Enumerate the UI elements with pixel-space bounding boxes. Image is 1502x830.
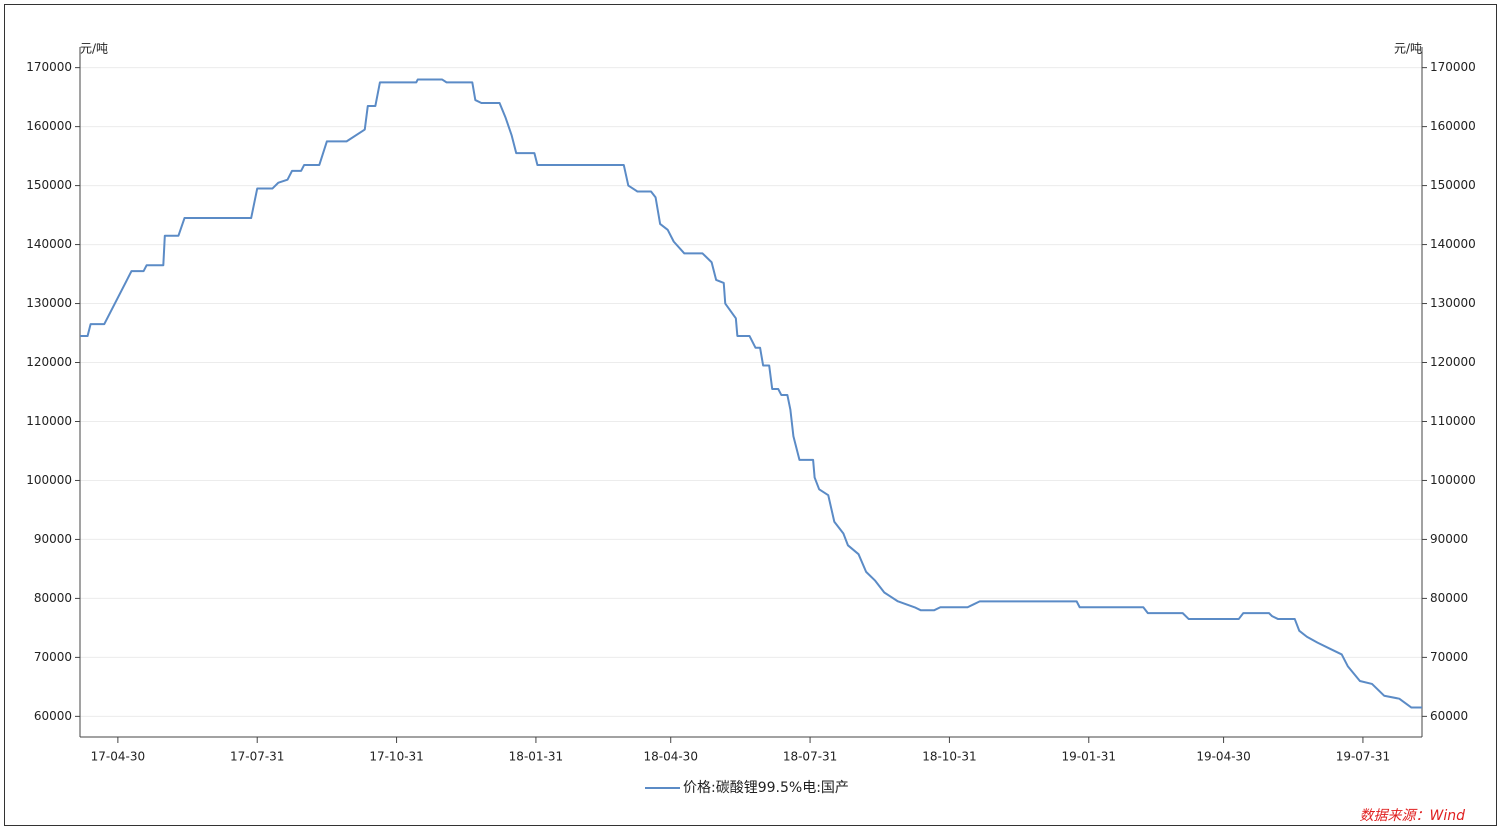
y-tick-label: 140000	[26, 237, 72, 251]
y2-tick-label: 80000	[1430, 591, 1468, 605]
y-tick-label: 60000	[34, 709, 72, 723]
y-tick-label: 150000	[26, 178, 72, 192]
y2-tick-label: 130000	[1430, 296, 1476, 310]
y-tick-label: 70000	[34, 650, 72, 664]
x-tick-label: 18-10-31	[922, 750, 976, 764]
y-tick-label: 110000	[26, 414, 72, 428]
legend-label: 价格:碳酸锂99.5%电:国产	[683, 780, 849, 796]
y-tick-label: 80000	[34, 591, 72, 605]
y-tick-label: 120000	[26, 355, 72, 369]
y2-tick-label: 150000	[1430, 178, 1476, 192]
x-tick-label: 18-01-31	[509, 750, 563, 764]
y-unit-right: 元/吨	[1394, 42, 1422, 56]
y2-tick-label: 170000	[1430, 60, 1476, 74]
series-line	[80, 78, 1422, 709]
x-tick-label: 19-04-30	[1196, 750, 1250, 764]
y2-tick-label: 90000	[1430, 532, 1468, 546]
y2-tick-label: 160000	[1430, 119, 1476, 133]
y2-tick-label: 100000	[1430, 473, 1476, 487]
y2-tick-label: 60000	[1430, 709, 1468, 723]
source-note: 数据来源：Wind	[1360, 808, 1466, 824]
x-tick-label: 17-10-31	[369, 750, 423, 764]
frame	[4, 4, 1497, 826]
y2-tick-label: 110000	[1430, 414, 1476, 428]
x-tick-label: 18-04-30	[643, 750, 697, 764]
y2-tick-label: 140000	[1430, 237, 1476, 251]
x-tick-label: 18-07-31	[783, 750, 837, 764]
x-tick-label: 17-04-30	[91, 750, 145, 764]
y-tick-label: 160000	[26, 119, 72, 133]
x-tick-label: 19-01-31	[1062, 750, 1116, 764]
x-tick-label: 17-07-31	[230, 750, 284, 764]
x-tick-label: 19-07-31	[1336, 750, 1390, 764]
y-tick-label: 90000	[34, 532, 72, 546]
y-tick-label: 130000	[26, 296, 72, 310]
y2-tick-label: 70000	[1430, 650, 1468, 664]
y-unit-left: 元/吨	[80, 42, 108, 56]
y2-tick-label: 120000	[1430, 355, 1476, 369]
y-tick-label: 170000	[26, 60, 72, 74]
y-tick-label: 100000	[26, 473, 72, 487]
